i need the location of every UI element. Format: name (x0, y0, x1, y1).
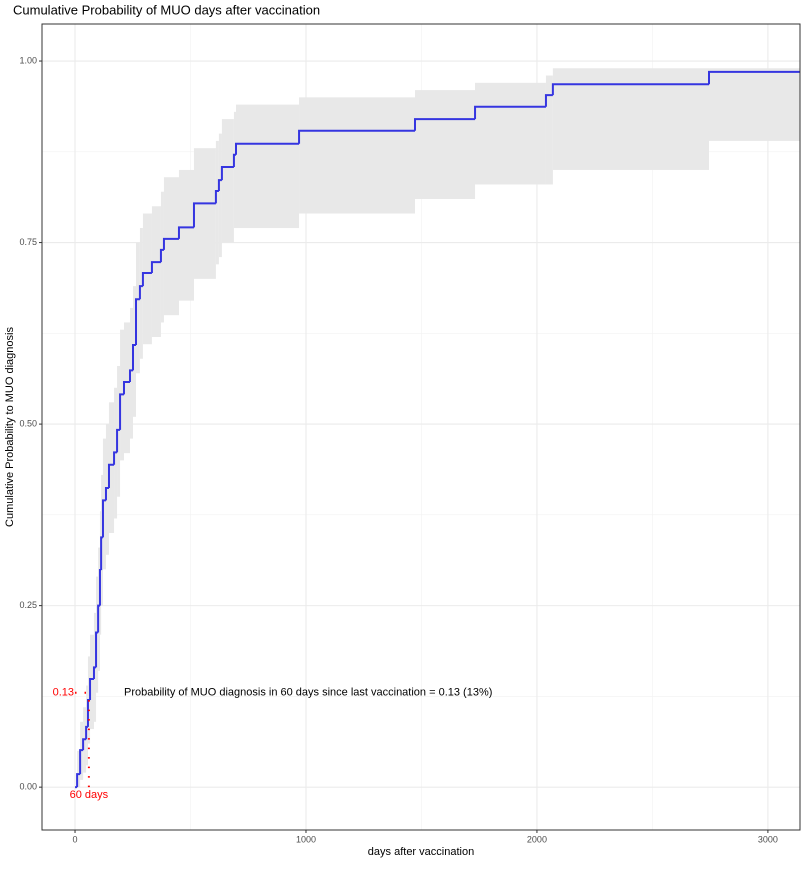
step-segment (119, 393, 124, 430)
confidence-band (102, 438, 106, 570)
step-segment (474, 105, 546, 120)
chart-title: Cumulative Probability of MUO days after… (13, 2, 320, 17)
step-segment (128, 369, 133, 382)
step-segment (116, 428, 121, 453)
reference-x-label: 60 days (70, 789, 109, 801)
confidence-band (117, 366, 121, 497)
step-segment (159, 248, 164, 263)
step-segment (413, 118, 476, 131)
step-segment (708, 70, 800, 85)
step-segment (95, 631, 99, 668)
confidence-band (414, 90, 476, 199)
confidence-band (236, 104, 300, 229)
confidence-band (129, 307, 133, 439)
confidence-band (132, 286, 136, 417)
x-tick-label: 3000 (758, 834, 778, 844)
confidence-band (299, 97, 415, 214)
step-segment (192, 202, 216, 228)
y-tick-label: 0.75 (19, 237, 37, 247)
x-tick-label: 0 (73, 834, 78, 844)
step-segment (141, 272, 152, 287)
x-tick-label: 2000 (527, 834, 547, 844)
step-segment (232, 153, 237, 168)
step-segment (551, 83, 710, 96)
step-segment (150, 261, 161, 274)
confidence-band (215, 140, 219, 265)
step-segment (134, 298, 140, 345)
step-segment (122, 380, 130, 395)
step-segment (177, 226, 194, 239)
confidence-band (218, 133, 222, 258)
y-tick-label: 0.50 (19, 418, 37, 428)
confidence-band (475, 82, 546, 185)
step-segment (298, 129, 415, 144)
x-tick-label: 1000 (296, 834, 316, 844)
y-tick-label: 1.00 (19, 55, 37, 65)
annotation: Probability of MUO diagnosis in 60 days … (124, 687, 492, 699)
step-segment (107, 463, 115, 488)
confidence-band (135, 242, 140, 374)
confidence-band (105, 424, 109, 555)
step-segment (98, 569, 102, 606)
confidence-band (221, 119, 234, 243)
step-segment (235, 142, 300, 155)
step-segment (104, 486, 109, 501)
step-segment (162, 237, 179, 250)
confidence-band (193, 148, 216, 279)
step-segment (544, 94, 553, 107)
step-segment (92, 666, 97, 679)
y-tick-label: 0.25 (19, 600, 37, 610)
confidence-band (90, 634, 94, 730)
y-tick-label: 0.00 (19, 782, 37, 792)
confidence-band (96, 576, 99, 693)
step-segment (113, 451, 118, 465)
y-axis-label: Cumulative Probability to MUO diagnosis (4, 327, 16, 527)
confidence-band (123, 322, 130, 454)
step-segment (220, 166, 234, 181)
confidence-band (163, 177, 179, 316)
reference-y-label: 0.13 (53, 687, 74, 699)
confidence-band (178, 169, 194, 301)
confidence-band (233, 111, 237, 229)
x-axis-label: days after vaccination (368, 846, 474, 858)
step-segment (214, 190, 219, 204)
step-segment (131, 343, 136, 371)
confidence-band (160, 191, 164, 323)
step-segment (89, 677, 94, 701)
step-segment (82, 738, 87, 751)
confidence-band (709, 68, 800, 141)
step-segment (217, 179, 222, 192)
step-segment (101, 499, 106, 538)
step-segment (79, 749, 84, 775)
confidence-band (151, 206, 161, 337)
confidence-band (139, 228, 143, 359)
confidence-band (77, 750, 81, 788)
plot-border (41, 23, 801, 831)
confidence-band (108, 402, 115, 534)
step-segment (138, 285, 143, 300)
confidence-band (142, 213, 152, 345)
confidence-band (545, 75, 553, 185)
step-segment (76, 773, 81, 788)
